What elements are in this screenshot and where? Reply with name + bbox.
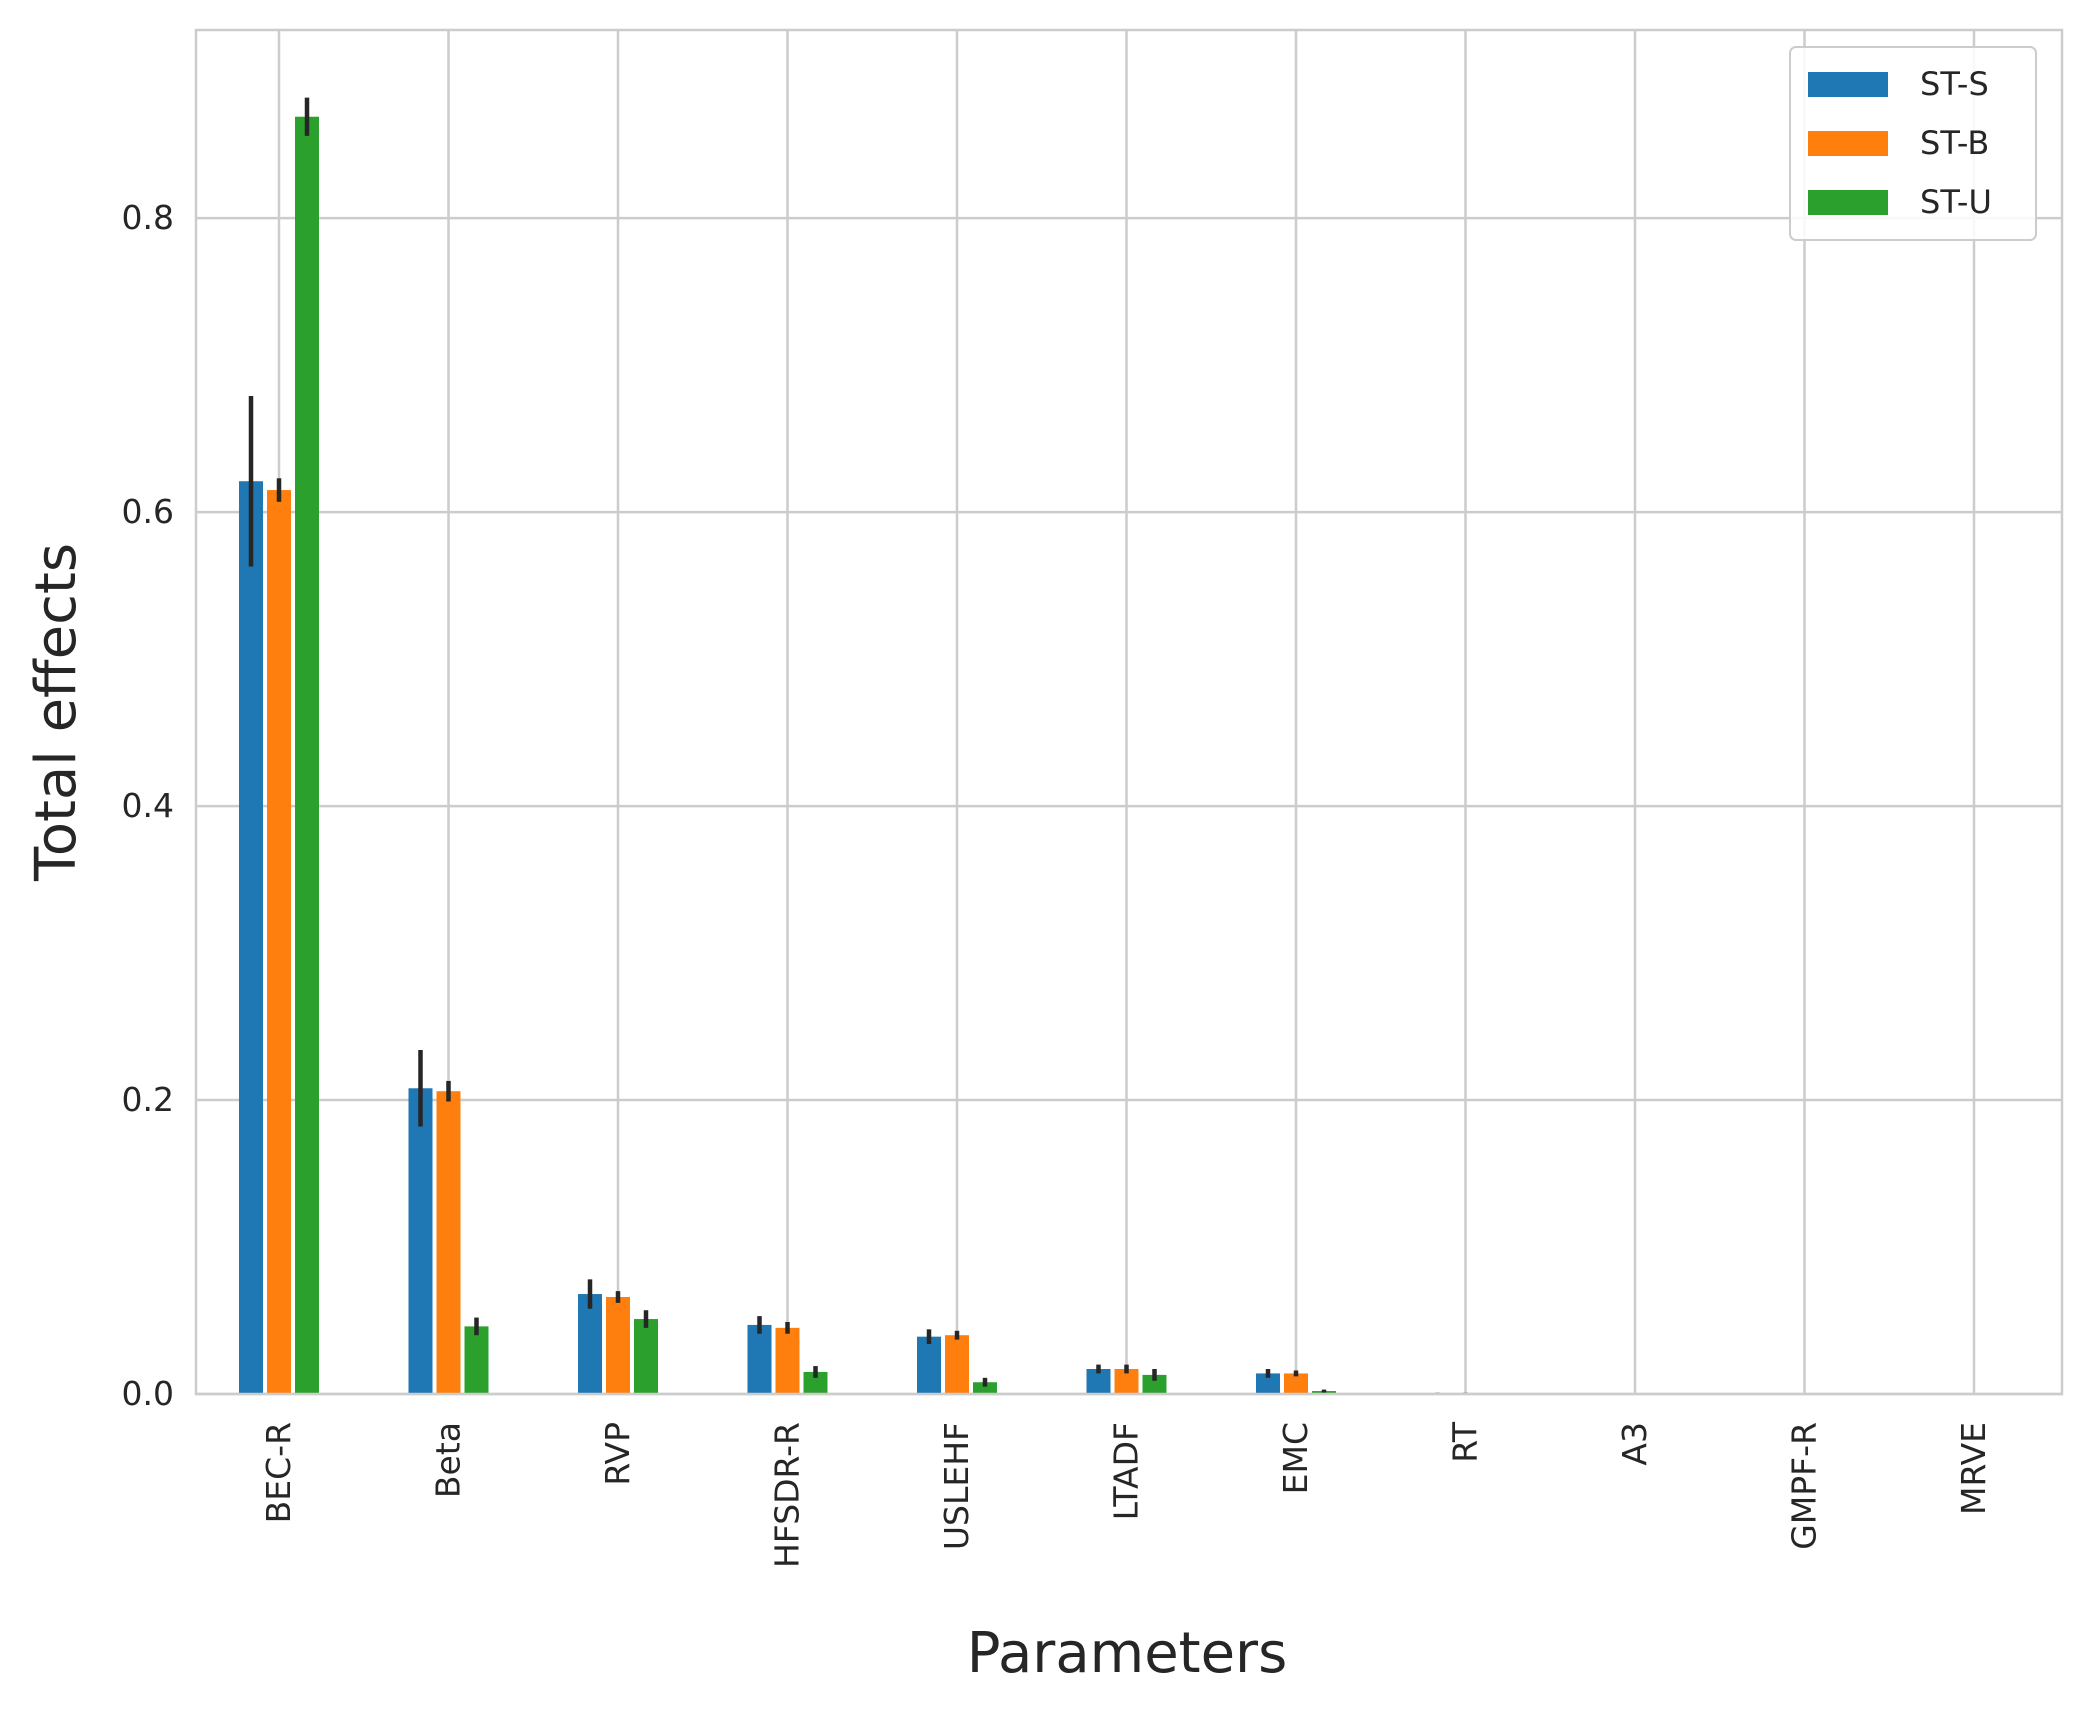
bar <box>578 1294 602 1394</box>
bar <box>436 1091 461 1394</box>
x-tick-label: BEC-R <box>259 1422 298 1523</box>
bars <box>239 116 1478 1394</box>
bar <box>239 481 263 1394</box>
bar <box>803 1371 828 1394</box>
bar <box>408 1088 433 1394</box>
legend-swatch-st-b <box>1808 131 1888 156</box>
x-tick-label: USLEHF <box>937 1422 976 1550</box>
bar <box>1142 1374 1167 1394</box>
bar <box>1284 1373 1308 1394</box>
plot-frame <box>194 28 2064 1396</box>
y-tick-label: 0.0 <box>122 1374 174 1413</box>
y-tick-label: 0.8 <box>122 198 174 237</box>
bar <box>917 1336 941 1394</box>
y-tick-label: 0.4 <box>122 786 174 825</box>
x-tick-labels: BEC-R Beta RVP HFSDR-R USLEHF LTADF EMC RT A3 GMP… <box>259 1421 1993 1568</box>
x-tick-label: LTADF <box>1107 1422 1146 1520</box>
x-tick-label: HFSDR-R <box>768 1422 807 1568</box>
bar <box>464 1326 489 1394</box>
legend-swatch-st-u <box>1808 190 1888 215</box>
legend: ST-S ST-B ST-U <box>1789 46 2037 241</box>
y-tick-labels: 0.0 0.2 0.4 0.6 0.8 <box>122 198 174 1413</box>
y-tick-label: 0.2 <box>122 1080 174 1119</box>
plot-background <box>196 30 2062 1394</box>
x-tick-label: GMPF-R <box>1785 1422 1824 1550</box>
x-axis-title: Parameters <box>967 1621 1288 1686</box>
bar <box>775 1327 800 1394</box>
x-tick-label: MRVE <box>1954 1422 1993 1515</box>
error-bars <box>248 97 1468 1394</box>
y-axis-title: Total effects <box>24 543 89 882</box>
x-tick-label: A3 <box>1615 1422 1654 1466</box>
bar <box>1256 1373 1280 1394</box>
bar <box>606 1296 630 1394</box>
x-tick-label: RT <box>1446 1421 1485 1463</box>
bar <box>634 1319 658 1394</box>
x-tick-label: RVP <box>598 1422 637 1486</box>
bar <box>973 1382 997 1394</box>
bar <box>747 1324 772 1394</box>
legend-label-st-s: ST-S <box>1920 65 1989 103</box>
legend-label-st-b: ST-B <box>1920 124 1989 162</box>
y-tick-label: 0.6 <box>122 492 174 531</box>
legend-label-st-u: ST-U <box>1920 183 1992 221</box>
x-tick-label: EMC <box>1276 1422 1315 1494</box>
legend-swatch-st-s <box>1808 72 1888 97</box>
bar <box>945 1335 969 1394</box>
x-tick-label: Beta <box>429 1422 468 1498</box>
bar <box>295 116 319 1394</box>
bar <box>267 490 291 1394</box>
